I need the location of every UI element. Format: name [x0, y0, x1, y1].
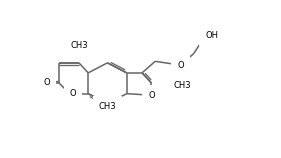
Text: O: O: [70, 89, 76, 98]
Text: CH3: CH3: [99, 102, 116, 111]
Text: OH: OH: [205, 31, 218, 40]
Text: O: O: [148, 91, 155, 100]
Text: O: O: [44, 78, 51, 87]
Text: CH3: CH3: [174, 81, 191, 90]
Text: O: O: [177, 61, 184, 70]
Text: CH3: CH3: [70, 41, 88, 50]
